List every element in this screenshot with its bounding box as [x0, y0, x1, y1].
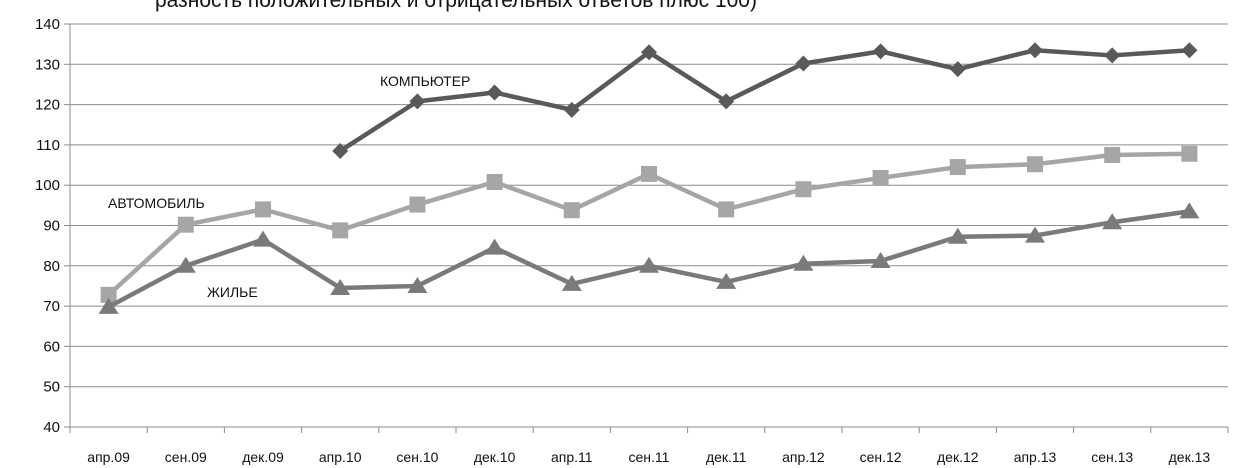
- x-tick-label: дек.12: [937, 449, 979, 465]
- square-point: [641, 165, 657, 182]
- chart-title: разность положительных и отрицательных о…: [155, 0, 757, 12]
- y-tick-label: 90: [43, 218, 60, 235]
- square-point: [563, 202, 580, 219]
- x-tick-label: сен.09: [165, 449, 207, 465]
- diamond-point: [332, 142, 349, 159]
- square-point: [718, 201, 735, 218]
- x-axis-ticks: апр.09 сен.09 дек.09 апр.10 сен.10 дек.10 апр.…: [69, 427, 1229, 465]
- series-label: АВТОМОБИЛЬ: [108, 195, 205, 211]
- series-0: [332, 42, 1198, 159]
- triangle-point: [870, 251, 891, 268]
- x-tick-label: дек.13: [1169, 449, 1211, 465]
- diamond-point: [1027, 42, 1043, 59]
- square-point: [872, 169, 889, 186]
- diamond-point: [409, 93, 426, 110]
- x-tick-label: апр.12: [782, 449, 825, 465]
- diamond-point: [872, 43, 889, 60]
- square-point: [1181, 145, 1198, 162]
- series-line: [338, 47, 1190, 153]
- diamond-point: [641, 44, 657, 61]
- series-label: ЖИЛЬЕ: [207, 284, 258, 300]
- diamond-point: [949, 61, 966, 78]
- y-tick-label: 130: [35, 56, 60, 73]
- y-tick-label: 140: [35, 16, 60, 33]
- x-tick-label: сен.10: [396, 449, 438, 465]
- series-labels: КОМПЬЮТЕР АВТОМОБИЛЬ ЖИЛЬЕ: [108, 73, 470, 300]
- series-1: [100, 145, 1198, 303]
- x-tick-label: сен.11: [629, 449, 670, 465]
- diamond-point: [1104, 47, 1121, 64]
- triangle-point: [1025, 226, 1045, 243]
- square-point: [100, 286, 117, 303]
- x-tick-label: сен.13: [1091, 449, 1133, 465]
- x-tick-label: апр.10: [319, 449, 362, 465]
- square-point: [949, 159, 966, 176]
- square-point: [409, 196, 426, 213]
- x-tick-label: апр.13: [1014, 449, 1057, 465]
- x-tick-label: апр.11: [551, 449, 593, 465]
- triangle-point: [716, 272, 737, 289]
- y-tick-label: 70: [43, 298, 60, 315]
- square-point: [486, 173, 503, 190]
- square-point: [332, 222, 349, 239]
- triangle-point: [98, 297, 119, 314]
- triangle-point: [561, 274, 582, 291]
- y-tick-label: 120: [35, 97, 60, 114]
- square-point: [1027, 156, 1043, 173]
- triangle-point: [407, 276, 428, 293]
- y-axis-ticks: 40 50 60 70 80 90 100 110 120 130 140: [35, 16, 70, 436]
- series-group: [98, 42, 1200, 314]
- y-tick-label: 110: [36, 137, 60, 154]
- x-tick-label: дек.10: [474, 449, 516, 465]
- diamond-point: [718, 93, 735, 110]
- diamond-point: [486, 84, 503, 101]
- square-point: [795, 181, 812, 198]
- y-tick-label: 60: [43, 338, 60, 355]
- x-tick-label: дек.11: [706, 449, 747, 465]
- diamond-point: [795, 55, 812, 72]
- y-tick-label: 40: [43, 419, 60, 436]
- gridlines: [70, 23, 1228, 428]
- x-tick-label: апр.09: [87, 449, 130, 465]
- series-label: КОМПЬЮТЕР: [380, 73, 470, 89]
- triangle-point: [484, 238, 505, 255]
- y-tick-label: 50: [43, 379, 60, 396]
- y-tick-label: 80: [43, 258, 60, 275]
- triangle-point: [793, 254, 814, 271]
- square-point: [177, 216, 194, 233]
- series-2: [98, 202, 1200, 314]
- triangle-point: [639, 256, 659, 273]
- triangle-point: [947, 227, 968, 244]
- square-point: [1104, 146, 1121, 163]
- x-tick-label: дек.09: [242, 449, 284, 465]
- y-tick-label: 100: [35, 177, 60, 194]
- diamond-point: [1181, 42, 1198, 59]
- square-point: [255, 201, 271, 218]
- triangle-point: [1179, 202, 1200, 219]
- triangle-point: [330, 278, 351, 295]
- triangle-point: [1102, 213, 1123, 230]
- x-tick-label: сен.12: [860, 449, 902, 465]
- triangle-point: [175, 256, 196, 273]
- triangle-point: [253, 230, 273, 247]
- diamond-point: [563, 101, 580, 118]
